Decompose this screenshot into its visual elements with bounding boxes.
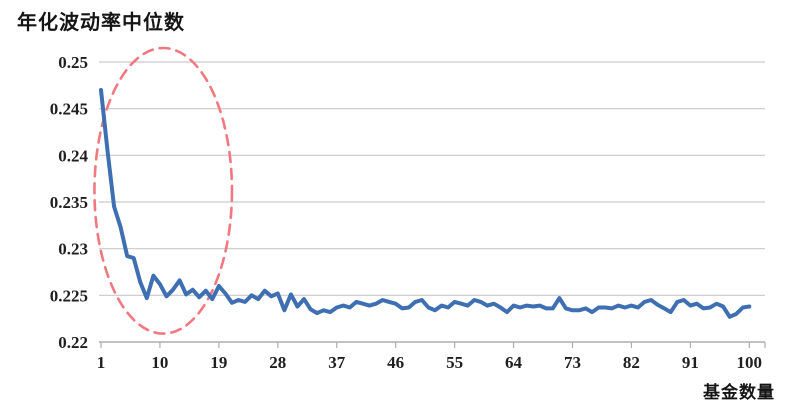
highlight-ellipse [93,46,234,335]
x-tick-label: 10 [151,353,168,372]
x-axis-title: 基金数量 [703,383,775,402]
x-tick-label: 46 [387,353,404,372]
x-tick-label: 100 [737,353,763,372]
y-tick-label: 0.22 [58,333,88,352]
x-tick-label: 91 [682,353,699,372]
x-tick-label: 19 [210,353,227,372]
x-tick-label: 37 [328,353,346,372]
x-tick-label: 28 [269,353,286,372]
y-tick-label: 0.23 [58,240,88,259]
x-tick-label: 82 [623,353,640,372]
x-tick-label: 1 [97,353,106,372]
y-tick-label: 0.225 [50,286,88,305]
x-tick-label: 64 [505,353,523,372]
y-tick-label: 0.235 [50,193,88,212]
y-tick-label: 0.24 [58,146,88,165]
y-tick-label: 0.25 [58,53,88,72]
y-tick-label: 0.245 [50,100,88,119]
x-tick-label: 55 [446,353,463,372]
x-tick-label: 73 [564,353,581,372]
volatility-line-series [99,88,752,319]
chart-title: 年化波动率中位数 [17,12,185,34]
